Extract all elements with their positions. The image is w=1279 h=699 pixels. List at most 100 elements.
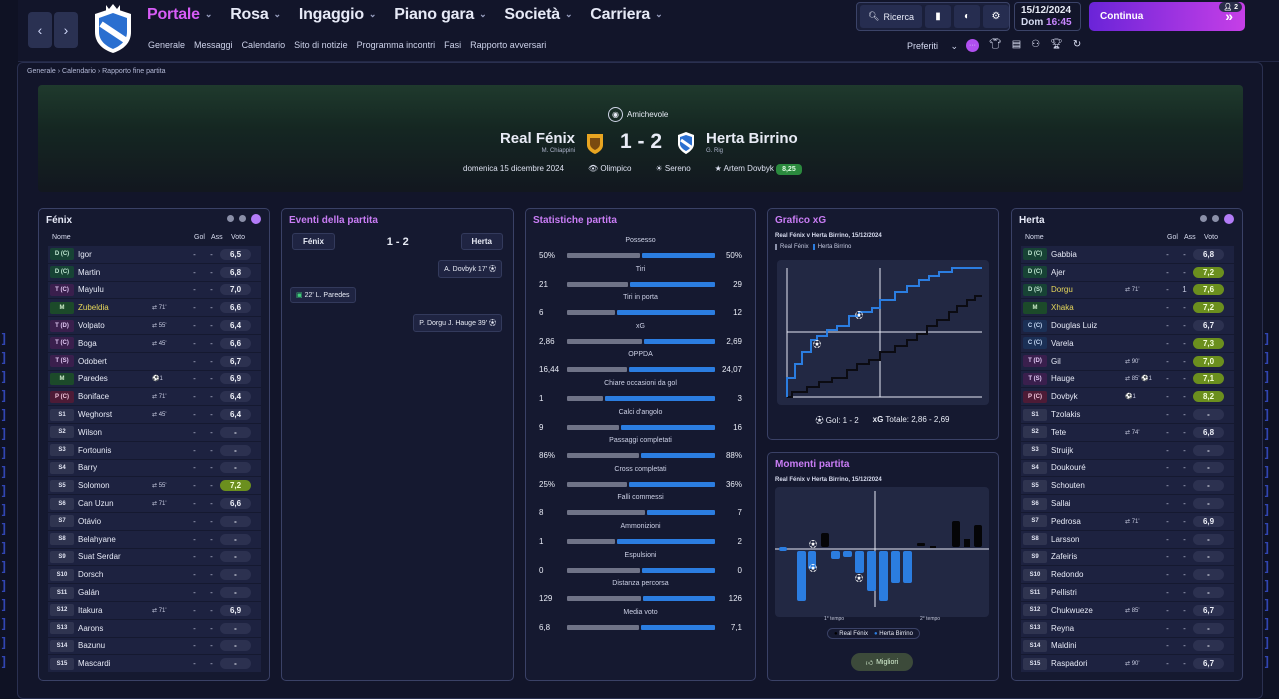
player-row[interactable]: S6 Sallai - - - (1021, 495, 1234, 513)
col-name[interactable]: Nome (1025, 234, 1044, 241)
clipboard-icon[interactable]: ▤ (1011, 39, 1022, 50)
player-row[interactable]: S10 Redondo - - - (1021, 566, 1234, 585)
event-goal-away-2[interactable]: P. Dorgu J. Hauge 39' ⚽︎ (413, 314, 502, 332)
player-row[interactable]: S4 Doukouré - - - (1021, 459, 1234, 478)
submenu-item[interactable]: Generale (148, 40, 186, 50)
player-row[interactable]: P (C) Boniface ⇄ 71' - -6,4 (48, 388, 261, 407)
player-row[interactable]: S8 Belahyane - - - (48, 530, 261, 549)
col-name[interactable]: Nome (52, 234, 71, 241)
submenu-item[interactable]: Sito di notizie (294, 40, 348, 50)
breadcrumb-calendario[interactable]: Calendario (62, 68, 96, 75)
menu-rosa[interactable]: Rosa ⌄ (230, 6, 281, 24)
shirt-icon[interactable]: 👕︎ (989, 39, 1002, 50)
player-row[interactable]: S10 Dorsch - - - (48, 566, 261, 585)
submenu-item[interactable]: Fasi (444, 40, 462, 50)
player-row[interactable]: S1 Weghorst ⇄ 45' - -6,4 (48, 406, 261, 424)
player-row[interactable]: S7 Otávio - - - (48, 512, 261, 531)
notes-button[interactable]: ▮ (925, 5, 951, 28)
home-team[interactable]: Real Fénix M. Chiappini (500, 130, 575, 154)
player-row[interactable]: S5 Schouten - - - (1021, 477, 1234, 496)
col-ass[interactable]: Ass (1184, 234, 1196, 241)
club-crest-icon[interactable] (92, 4, 134, 54)
view-switch[interactable] (227, 214, 261, 224)
view-dot-active[interactable] (1224, 214, 1234, 224)
event-goal-away[interactable]: A. Dovbyk 17' ⚽︎ (438, 260, 502, 278)
player-row[interactable]: S4 Barry - - - (48, 459, 261, 478)
player-row[interactable]: T (D) Volpato ⇄ 55' - -6,4 (48, 317, 261, 335)
view-switch[interactable] (1200, 214, 1234, 224)
col-voto[interactable]: Voto (1204, 234, 1219, 241)
world-button[interactable]: ◐ (954, 5, 980, 28)
player-row[interactable]: T (C) Boga ⇄ 45' - -6,6 (48, 334, 261, 353)
player-row[interactable]: S14 Bazunu - - - (48, 637, 261, 656)
migliori-button[interactable]: 👍︎ Migliori (851, 653, 913, 671)
momenti-chart[interactable]: ⚽︎ ⚽︎ ⚽︎ (775, 487, 989, 617)
col-gol[interactable]: Gol (1167, 234, 1178, 241)
player-row[interactable]: S3 Struijk - - - (1021, 441, 1234, 460)
player-row[interactable]: D (C) Gabbia - -6,8 (1021, 246, 1234, 264)
game-date[interactable]: 15/12/2024 Dom 16:45 (1014, 2, 1081, 31)
player-row[interactable]: S13 Aarons - - - (48, 619, 261, 638)
player-row[interactable]: D (C) Igor - -6,5 (48, 246, 261, 264)
player-row[interactable]: S12 Itakura ⇄ 71' - -6,9 (48, 601, 261, 620)
player-of-match[interactable]: ★ Artem Dovbyk 8,25 (715, 164, 802, 175)
player-row[interactable]: M Paredes ⚽1- -6,9 (48, 370, 261, 389)
player-row[interactable]: M Zubeldia ⇄ 71' - -6,6 (48, 299, 261, 318)
menu-piano-gara[interactable]: Piano gara ⌄ (394, 6, 486, 24)
player-row[interactable]: S8 Larsson - - - (1021, 530, 1234, 549)
event-goal-home[interactable]: ▣ 22' L. Paredes (290, 287, 356, 303)
player-row[interactable]: S7 Pedrosa ⇄ 71' - -6,9 (1021, 512, 1234, 531)
view-dot[interactable] (1200, 215, 1207, 222)
player-row[interactable]: M Xhaka - -7,2 (1021, 299, 1234, 318)
player-row[interactable]: T (S) Hauge ⇄ 85' ⚽1- -7,1 (1021, 370, 1234, 389)
menu-carriera[interactable]: Carriera ⌄ (590, 6, 662, 24)
col-ass[interactable]: Ass (211, 234, 223, 241)
menu-ingaggio[interactable]: Ingaggio ⌄ (299, 6, 377, 24)
player-row[interactable]: S9 Zafeiris - - - (1021, 548, 1234, 567)
col-gol[interactable]: Gol (194, 234, 205, 241)
player-row[interactable]: S15 Raspadori ⇄ 90' - -6,7 (1021, 655, 1234, 674)
player-row[interactable]: S2 Tete ⇄ 74' - -6,8 (1021, 423, 1234, 442)
submenu-item[interactable]: Messaggi (194, 40, 233, 50)
search-button[interactable]: 🔍︎ Ricerca (860, 5, 922, 28)
submenu-item[interactable]: Rapporto avversari (470, 40, 547, 50)
player-row[interactable]: S14 Maldini - - - (1021, 637, 1234, 656)
forward-button[interactable]: › (54, 12, 78, 48)
player-row[interactable]: S3 Fortounis - - - (48, 441, 261, 460)
menu-portale[interactable]: Portale ⌄ (147, 6, 212, 24)
player-row[interactable]: D (C) Ajer - -7,2 (1021, 263, 1234, 282)
player-row[interactable]: T (S) Odobert - -6,7 (48, 352, 261, 371)
settings-button[interactable]: ⚙ (983, 5, 1009, 28)
view-dot[interactable] (1212, 215, 1219, 222)
player-row[interactable]: T (D) Gil ⇄ 90' - -7,0 (1021, 352, 1234, 371)
team-icon[interactable]: ⚇ (1031, 39, 1041, 50)
refresh-icon[interactable]: ↻ (1072, 39, 1082, 50)
chat-icon[interactable]: ··· (966, 39, 979, 52)
player-row[interactable]: S6 Can Uzun ⇄ 71' - -6,6 (48, 495, 261, 513)
xg-chart[interactable]: ⚽︎ ⚽︎ (777, 260, 989, 405)
view-dot-active[interactable] (251, 214, 261, 224)
away-team[interactable]: Herta Birrino G. Rig (706, 130, 798, 154)
player-row[interactable]: S13 Reyna - - - (1021, 619, 1234, 638)
player-row[interactable]: P (C) Dovbyk ⚽1- -8,2 (1021, 388, 1234, 407)
col-voto[interactable]: Voto (231, 234, 246, 241)
player-row[interactable]: S15 Mascardi - - - (48, 655, 261, 674)
continue-button[interactable]: Continua » 👤︎ 2 (1089, 2, 1245, 31)
view-dot[interactable] (227, 215, 234, 222)
submenu-item[interactable]: Calendario (241, 40, 286, 50)
back-button[interactable]: ‹ (28, 12, 52, 48)
trophy-icon[interactable]: 🏆︎ (1050, 39, 1063, 50)
breadcrumb-generale[interactable]: Generale (27, 68, 56, 75)
submenu-item[interactable]: Programma incontri (356, 40, 436, 50)
player-row[interactable]: S5 Solomon ⇄ 55' - -7,2 (48, 477, 261, 496)
player-row[interactable]: D (C) Martin - -6,8 (48, 263, 261, 282)
player-row[interactable]: C (C) Varela - -7,3 (1021, 334, 1234, 353)
player-row[interactable]: S11 Pellistri - - - (1021, 584, 1234, 602)
player-row[interactable]: S9 Suat Serdar - - - (48, 548, 261, 567)
menu-società[interactable]: Società ⌄ (504, 6, 572, 24)
player-row[interactable]: S11 Galán - - - (48, 584, 261, 602)
player-row[interactable]: D (S) Dorgu ⇄ 71' - 1 7,6 (1021, 281, 1234, 300)
player-row[interactable]: T (C) Mayulu - -7,0 (48, 281, 261, 300)
player-row[interactable]: S2 Wilson - - - (48, 423, 261, 442)
view-dot[interactable] (239, 215, 246, 222)
